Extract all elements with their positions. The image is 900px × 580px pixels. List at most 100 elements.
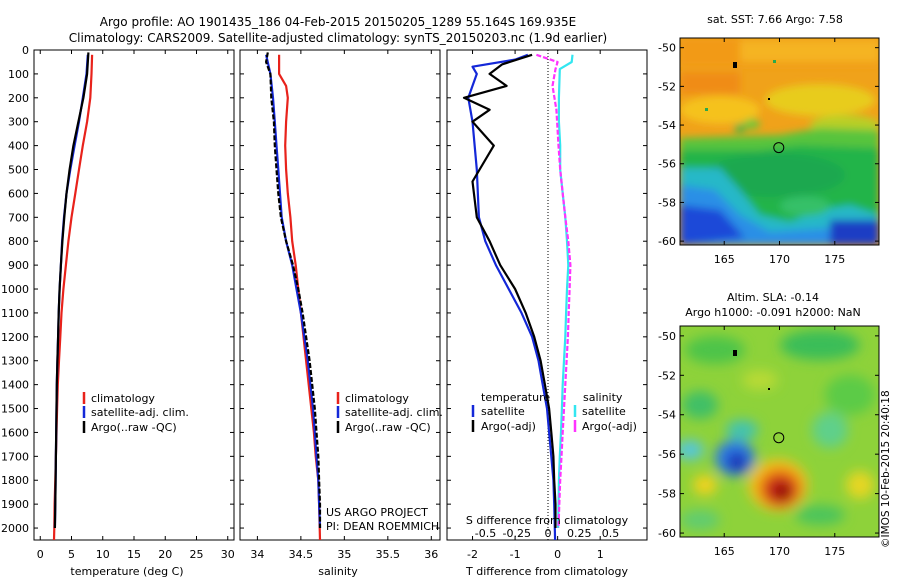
x-tick-label: 35 <box>337 548 351 561</box>
legend-title-temperature: temperature <box>481 391 550 404</box>
differences-series-s-argo-adj- <box>536 53 572 529</box>
x-tick-label: 10 <box>96 548 110 561</box>
sst-heatmap <box>680 38 879 245</box>
sla-map-axes: 165 170 175 -50 -52 -54 -56 -58 -60 <box>658 326 879 558</box>
x-tick-label: 35.5 <box>376 548 401 561</box>
depth-tick-label: 1900 <box>1 498 29 511</box>
legend-label-t-satellite: satellite <box>481 405 525 418</box>
legend-label-s-satellite: satellite <box>582 405 626 418</box>
differences-series-t-satellite <box>467 53 557 541</box>
difference-legend: temperature salinity satellite Argo(-adj… <box>471 391 637 433</box>
legend-title-salinity: salinity <box>583 391 623 404</box>
depth-tick-label: 1400 <box>1 379 29 392</box>
sst-map-title: sat. SST: 7.66 Argo: 7.58 <box>707 13 843 26</box>
salinity-x-label: salinity <box>318 565 358 578</box>
depth-tick-label: 1300 <box>1 355 29 368</box>
map-y-tick-label: -54 <box>658 119 676 132</box>
x-tick-label: 15 <box>127 548 141 561</box>
map-x-tick-label: 175 <box>824 253 845 266</box>
sst-map-axes: 165 170 175 -50 -52 -54 -56 -58 -60 <box>658 38 879 266</box>
depth-tick-label: 1000 <box>1 283 29 296</box>
s-diff-tick-label: 0.25 <box>567 527 592 540</box>
map-x-tick-label: 175 <box>824 545 845 558</box>
map-y-tick-label: -58 <box>658 488 676 501</box>
depth-tick-label: 1100 <box>1 307 29 320</box>
differences-series-s-satellite <box>557 54 574 529</box>
map-x-tick-label: 165 <box>714 253 735 266</box>
depth-tick-label: 400 <box>8 140 29 153</box>
map-x-tick-label: 165 <box>714 545 735 558</box>
x-tick-label: 0 <box>554 548 561 561</box>
x-tick-label: -2 <box>467 548 478 561</box>
x-tick-label: 5 <box>68 548 75 561</box>
x-tick-label: 34 <box>250 548 264 561</box>
depth-tick-label: 300 <box>8 116 29 129</box>
depth-tick-label: 800 <box>8 235 29 248</box>
depth-tick-label: 1200 <box>1 331 29 344</box>
salinity-series-argo-raw-qc- <box>265 52 322 528</box>
legend-label-s-argo: Argo(-adj) <box>582 420 637 433</box>
sla-map-title: Altim. SLA: -0.14 <box>727 291 819 304</box>
salinity-panel-frame <box>239 49 441 541</box>
x-tick-label: 36 <box>424 548 438 561</box>
s-diff-tick-label: 0.5 <box>602 527 620 540</box>
figure-title: Argo profile: AO 1901435_186 04-Feb-2015… <box>100 15 576 29</box>
depth-tick-label: 1600 <box>1 426 29 439</box>
depth-tick-label: 1500 <box>1 403 29 416</box>
depth-tick-label: 1700 <box>1 450 29 463</box>
depth-tick-label: 200 <box>8 92 29 105</box>
map-y-tick-label: -50 <box>658 330 676 343</box>
salinity-legend: climatology satellite-adj. clim. Argo(..… <box>326 392 443 533</box>
x-tick-label: -1 <box>510 548 521 561</box>
map-y-tick-label: -50 <box>658 42 676 55</box>
sla-profile-marker <box>773 432 785 444</box>
map-y-tick-label: -52 <box>658 369 676 382</box>
timestamp-stamp: ©IMOS 10-Feb-2015 20:40:18 <box>880 390 892 548</box>
map-y-tick-label: -56 <box>658 158 676 171</box>
depth-tick-label: 600 <box>8 187 29 200</box>
salinity-series-satellite-adj-clim- <box>265 54 322 529</box>
difference-x-label: T difference from climatology <box>465 565 628 578</box>
depth-tick-label: 900 <box>8 259 29 272</box>
temperature-legend: climatology satellite-adj. clim. Argo(..… <box>82 392 189 434</box>
map-y-tick-label: -54 <box>658 409 676 422</box>
map-y-tick-label: -56 <box>658 448 676 461</box>
map-x-tick-label: 170 <box>769 545 790 558</box>
difference-panel-frame <box>446 49 648 541</box>
depth-axis: 0 100 200 300 400 500 600 700 800 900 1000 1100 1200… <box>1 44 647 535</box>
map-y-tick-label: -52 <box>658 80 676 93</box>
map-y-tick-label: -60 <box>658 235 676 248</box>
s-diff-tick-label: -0.5 <box>475 527 496 540</box>
depth-tick-label: 700 <box>8 211 29 224</box>
legend-label-satellite: satellite-adj. clim. <box>345 406 443 419</box>
sla-map-subtitle: Argo h1000: -0.091 h2000: NaN <box>685 306 861 319</box>
x-axes: 0 5 10 15 20 25 30 34 34.5 35 35.5 36 -2 -1 0 1 -0.5 -0.2… <box>37 50 620 561</box>
x-tick-label: 1 <box>597 548 604 561</box>
temperature-series-argo-raw-qc- <box>53 52 90 529</box>
legend-label-argo: Argo(..raw -QC) <box>345 421 431 434</box>
project-annotation: US ARGO PROJECT <box>326 506 428 519</box>
legend-label-argo: Argo(..raw -QC) <box>91 421 177 434</box>
figure-subtitle: Climatology: CARS2009. Satellite-adjuste… <box>69 31 607 45</box>
map-y-tick-label: -58 <box>658 196 676 209</box>
temperature-x-label: temperature (deg C) <box>70 565 183 578</box>
legend-label-t-argo: Argo(-adj) <box>481 420 536 433</box>
legend-label-climatology: climatology <box>91 392 155 405</box>
x-tick-label: 25 <box>190 548 204 561</box>
x-tick-label: 0 <box>37 548 44 561</box>
map-x-tick-label: 170 <box>769 253 790 266</box>
map-y-tick-label: -60 <box>658 527 676 540</box>
x-tick-label: 20 <box>158 548 172 561</box>
depth-tick-label: 2000 <box>1 522 29 535</box>
sst-profile-marker <box>773 142 785 154</box>
depth-tick-label: 100 <box>8 68 29 81</box>
x-tick-label: 34.5 <box>289 548 314 561</box>
s-diff-tick-label: 0 <box>545 527 552 540</box>
difference-top-label: S difference from climatology <box>466 514 629 527</box>
depth-tick-label: 1800 <box>1 474 29 487</box>
differences-series-t-argo-adj- <box>462 53 557 528</box>
depth-tick-label: 0 <box>22 44 29 57</box>
legend-label-satellite: satellite-adj. clim. <box>91 406 189 419</box>
pi-annotation: PI: DEAN ROEMMICH <box>326 520 439 533</box>
